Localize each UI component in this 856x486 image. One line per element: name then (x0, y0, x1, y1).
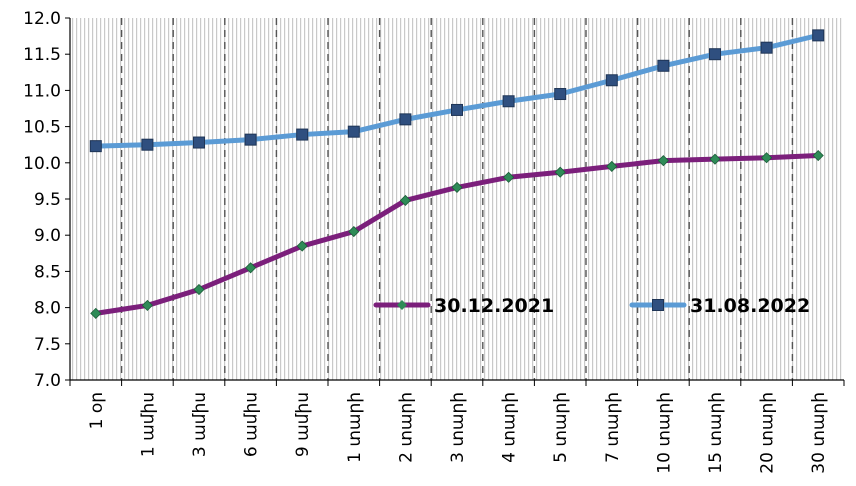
legend: 30.12.2021 31.08.2022 (373, 295, 810, 317)
data-point (141, 299, 153, 311)
data-point (451, 181, 463, 193)
legend-label: 31.08.2022 (690, 295, 810, 317)
data-point (399, 194, 411, 207)
x-tick-label: 2 տարի (396, 392, 416, 463)
x-tick-label: 30 տարի (809, 392, 829, 474)
series-31.08.2022 (89, 29, 825, 153)
data-point (89, 140, 102, 153)
data-point (193, 136, 205, 149)
legend-item: 30.12.2021 (373, 295, 554, 317)
y-tick-label: 9.0 (34, 226, 61, 246)
x-tick-label: 3 ամիս (190, 392, 210, 457)
plot-area (70, 18, 844, 380)
data-point (502, 95, 515, 108)
data-point (709, 48, 721, 61)
x-tick-label: 1 օր (87, 392, 107, 429)
data-point (554, 88, 567, 101)
y-tick-label: 11.0 (23, 81, 61, 101)
data-point (244, 133, 257, 146)
data-point (296, 128, 309, 141)
y-tick-label: 7.0 (34, 371, 61, 391)
x-tick-label: 4 տարի (500, 392, 520, 463)
y-tick-label: 8.5 (34, 262, 61, 282)
data-point (245, 262, 257, 274)
data-point (193, 283, 205, 296)
grid-lines (120, 18, 794, 380)
data-point (348, 226, 360, 238)
x-tick-label: 3 տարի (448, 392, 468, 463)
data-point (451, 103, 463, 116)
x-tick-label: 1 տարի (345, 392, 365, 463)
data-point (812, 29, 825, 42)
data-point (761, 152, 773, 164)
data-point (503, 171, 515, 183)
data-point (399, 113, 412, 126)
y-tick-label: 10.5 (23, 118, 61, 138)
x-tick-label: 5 տարի (551, 392, 571, 463)
x-tick-label: 15 տարի (706, 392, 726, 474)
y-tick-label: 12.0 (23, 9, 61, 29)
y-axis-ticks: 7.0 7.5 8.0 8.5 9.0 9.5 10.0 10.5 11.0 11.5 12.0 (23, 9, 70, 391)
legend-marker (652, 299, 664, 311)
x-tick-label: 1 ամիս (138, 392, 158, 457)
y-tick-label: 8.0 (34, 299, 61, 319)
data-point (812, 149, 824, 162)
legend-marker (397, 300, 407, 310)
data-point (141, 138, 154, 151)
x-tick-label: 6 ամիս (242, 392, 262, 457)
data-point (657, 155, 669, 167)
data-point (90, 307, 102, 319)
x-tick-label: 10 տարի (654, 392, 674, 474)
y-tick-label: 11.5 (23, 45, 61, 65)
data-point (347, 125, 360, 138)
data-point (605, 74, 618, 87)
series-layer (89, 29, 825, 319)
x-tick-label: 9 ամիս (293, 392, 313, 457)
series-30.12.2021 (90, 149, 824, 319)
x-tick-label: 7 տարի (603, 392, 623, 463)
y-tick-label: 9.5 (34, 190, 61, 210)
data-point (554, 166, 566, 178)
x-tick-label: 20 տարի (758, 392, 778, 474)
legend-label: 30.12.2021 (434, 295, 554, 317)
data-point (657, 59, 670, 72)
x-axis-ticks: 1 օր 1 ամիս 3 ամիս 6 ամիս 9 ամիս 1 տարի 2 տարի… (69, 380, 845, 474)
y-tick-label: 7.5 (34, 335, 61, 355)
data-point (709, 153, 721, 165)
data-point (760, 41, 773, 54)
data-point (296, 240, 308, 252)
legend-item: 31.08.2022 (629, 295, 810, 317)
y-tick-label: 10.0 (23, 154, 61, 174)
data-point (606, 160, 618, 172)
